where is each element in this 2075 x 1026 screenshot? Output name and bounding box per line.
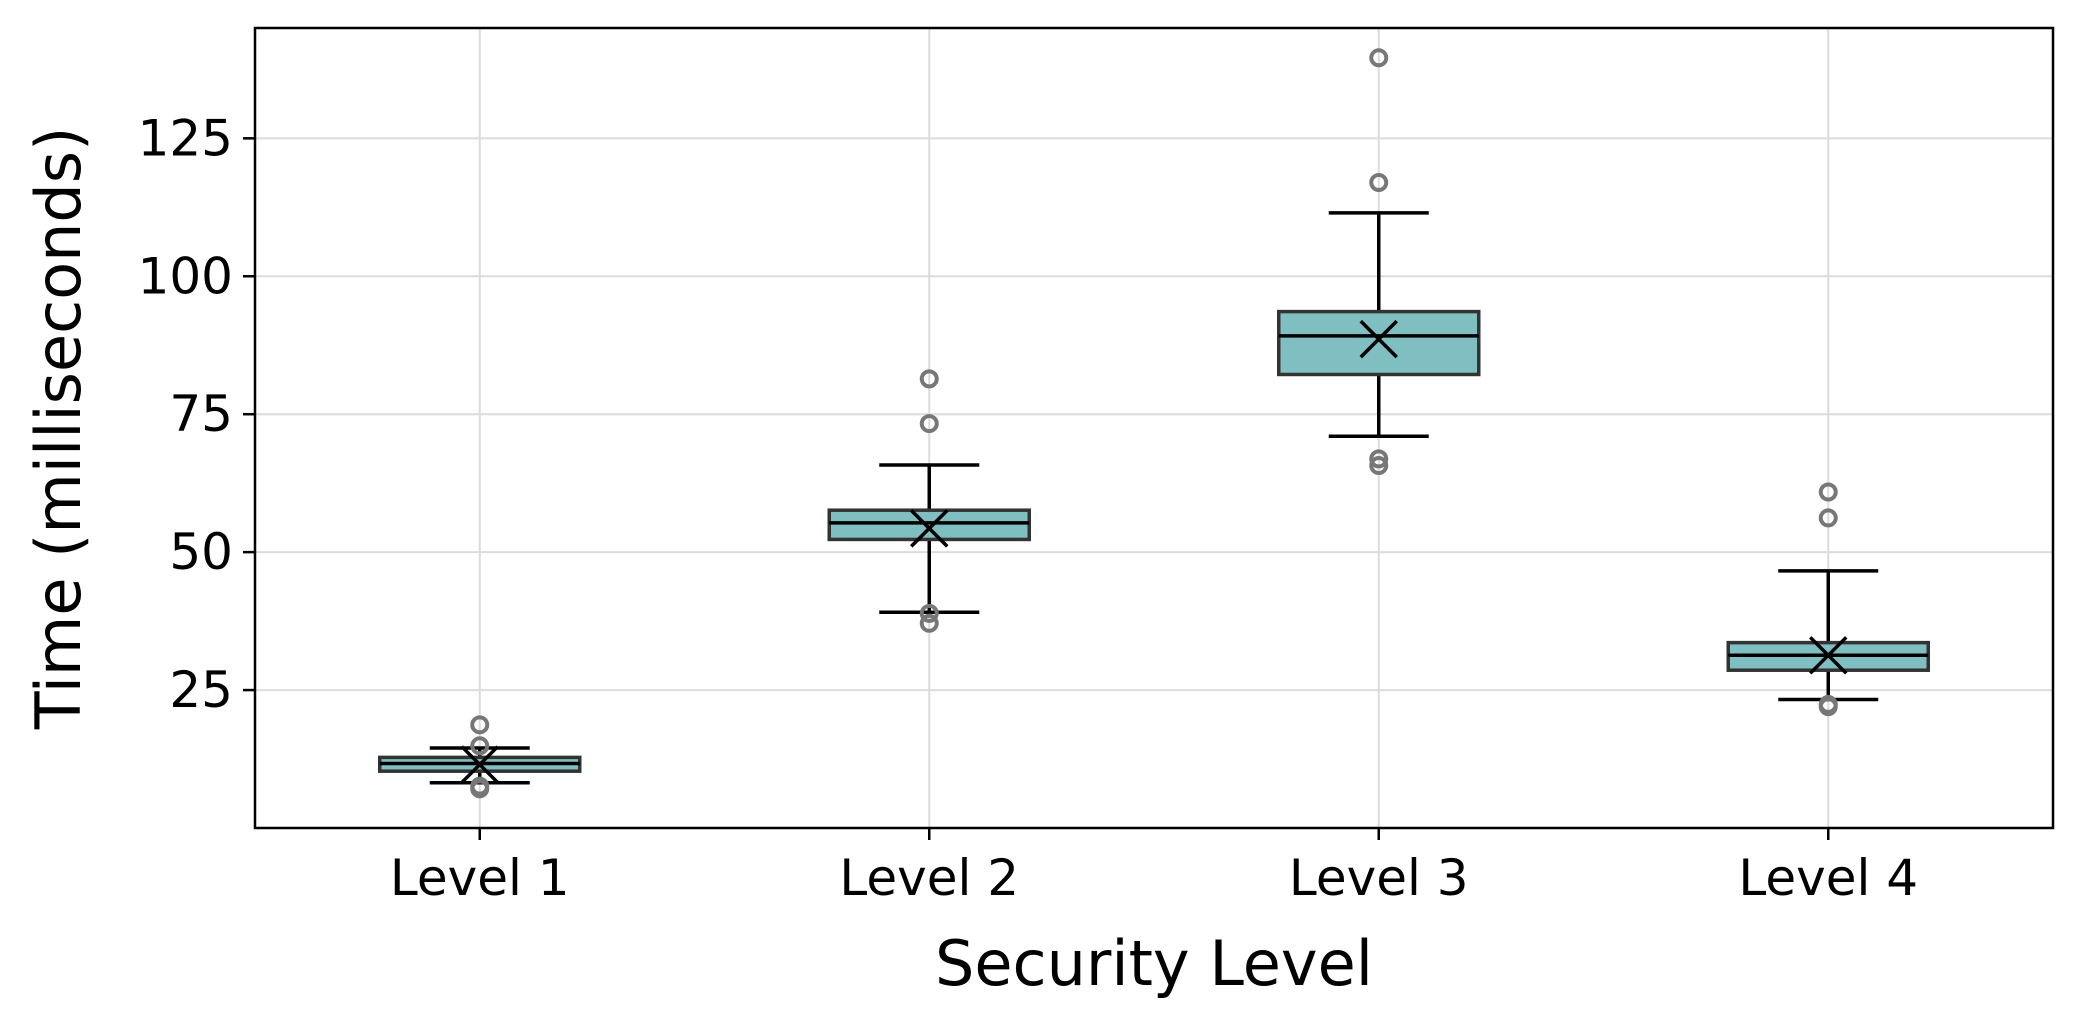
- outlier-point: [470, 715, 490, 735]
- mean-marker-stroke: [910, 509, 949, 548]
- mean-marker: [460, 745, 499, 784]
- x-tick-label: Level 2: [839, 849, 1019, 907]
- x-tick-label: Level 1: [390, 849, 570, 907]
- mean-marker-stroke: [1809, 636, 1848, 675]
- outlier-point: [919, 369, 939, 389]
- outlier-point: [1818, 694, 1838, 714]
- mean-marker: [1809, 636, 1848, 675]
- interquartile-box: [827, 508, 1031, 542]
- mean-marker-stroke: [460, 745, 499, 784]
- mean-marker: [910, 509, 949, 548]
- x-tick-label: Level 3: [1289, 849, 1469, 907]
- y-tick-label: 25: [169, 661, 233, 719]
- outlier-point: [1369, 456, 1389, 476]
- outlier-point: [1369, 172, 1389, 192]
- box-4: [1726, 482, 1930, 717]
- x-tick-label: Level 4: [1738, 849, 1918, 907]
- x-axis-label: Security Level: [935, 927, 1373, 1000]
- outlier-point: [919, 613, 939, 633]
- outlier-point: [1818, 482, 1838, 502]
- outlier-point: [919, 603, 939, 623]
- outlier-point: [470, 776, 490, 796]
- outlier-point: [1818, 508, 1838, 528]
- box-1: [378, 715, 582, 799]
- y-tick-label: 125: [138, 109, 233, 167]
- y-tick-label: 75: [169, 385, 233, 443]
- outlier-point: [470, 736, 490, 756]
- y-tick-label: 50: [169, 523, 233, 581]
- box-3: [1277, 48, 1481, 476]
- box-series: [378, 48, 1930, 799]
- plot-frame: [253, 26, 2055, 830]
- outlier-point: [1369, 48, 1389, 68]
- outlier-point: [1369, 449, 1389, 469]
- outlier-point: [919, 414, 939, 434]
- y-axis-label: Time (milliseconds): [22, 127, 95, 731]
- box-2: [827, 369, 1031, 633]
- y-tick-label: 100: [138, 247, 233, 305]
- axes: 25 50 75 100 125 Level 1 Level 2 Level 3 Level 4: [138, 109, 1919, 907]
- grid-lines: [255, 28, 2053, 828]
- mean-marker: [1359, 319, 1398, 359]
- mean-marker-stroke: [1359, 319, 1398, 359]
- interquartile-box: [1277, 309, 1481, 377]
